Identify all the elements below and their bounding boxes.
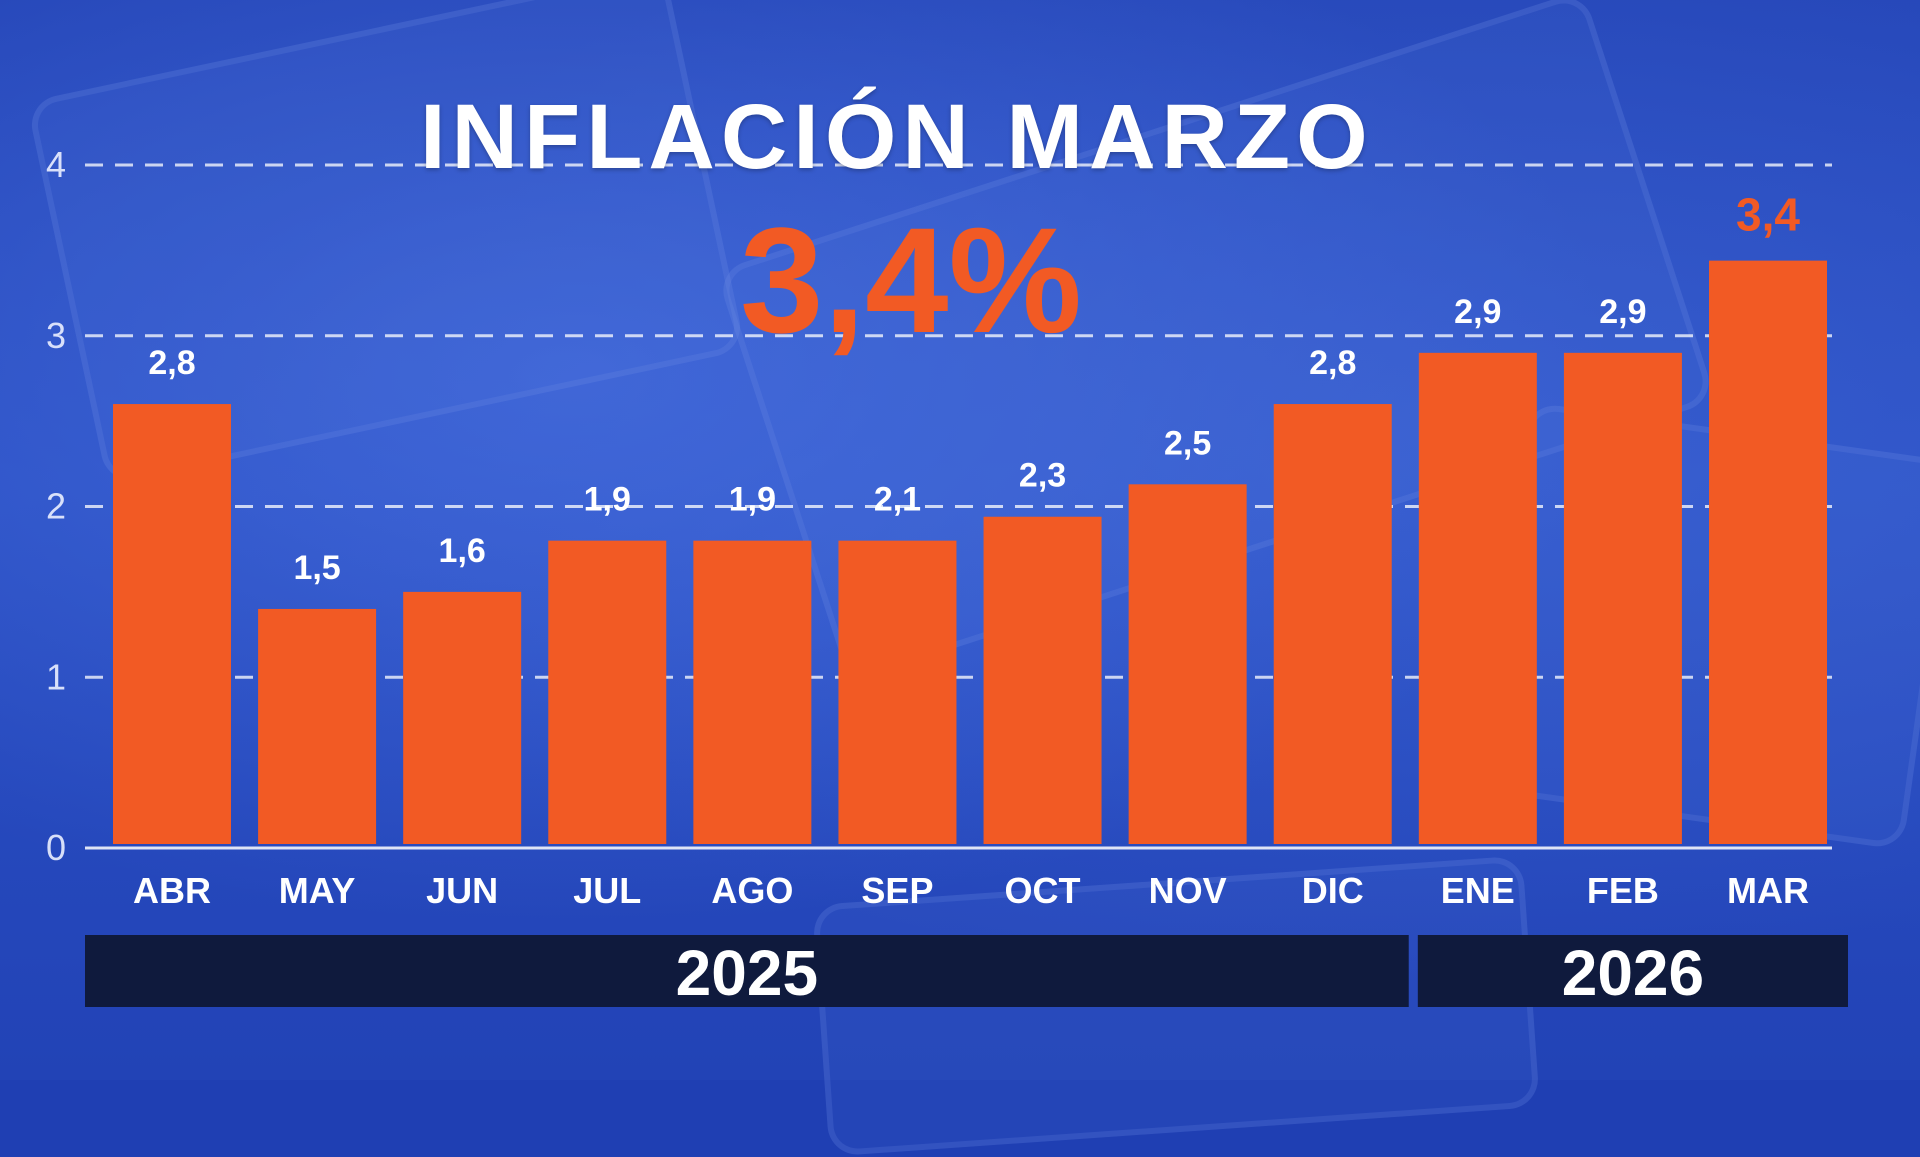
year-band-2025: [85, 935, 1409, 1007]
category-label: NOV: [1149, 870, 1227, 911]
bar-chart: 0 1 2 3 4 2,8 1,5 1,6 1,9 1,9 2,1 2,3 2,5 2,8 2,9 2,9 3…: [46, 144, 1848, 1009]
category-label: DIC: [1302, 870, 1364, 911]
y-tick-label: 4: [46, 144, 66, 185]
category-label: JUN: [426, 870, 498, 911]
bar-abr: [113, 404, 231, 844]
year-label: 2025: [676, 937, 818, 1009]
category-label: MAR: [1727, 870, 1809, 911]
value-label: 2,9: [1454, 293, 1501, 331]
bar-dic: [1273, 404, 1392, 844]
value-label: 2,1: [874, 481, 921, 519]
category-label: FEB: [1587, 870, 1659, 911]
year-band-2026: [1417, 935, 1848, 1007]
year-label: 2026: [1562, 937, 1704, 1009]
x-axis-categories: ABR MAY JUN JUL AGO SEP OCT NOV DIC ENE FEB MAR: [133, 870, 1809, 911]
chart-title: INFLACIÓN MARZO: [420, 86, 1374, 188]
gridlines: [85, 163, 1832, 850]
category-label: ABR: [133, 870, 211, 911]
y-tick-label: 1: [46, 656, 66, 697]
bar-oct: [983, 516, 1102, 844]
bar-ene: [1418, 352, 1537, 844]
value-label: 1,9: [729, 481, 776, 519]
bar-mar: [1709, 260, 1827, 844]
category-label: MAY: [279, 870, 356, 911]
headline-value: 3,4%: [740, 196, 1082, 364]
y-tick-label: 2: [46, 486, 66, 527]
bar-sep: [838, 540, 957, 844]
bars: [113, 260, 1827, 844]
bar-nov: [1128, 484, 1247, 844]
value-labels: 2,8 1,5 1,6 1,9 1,9 2,1 2,3 2,5 2,8 2,9 2,9 3,4: [148, 189, 1800, 587]
value-label: 2,9: [1599, 293, 1646, 331]
y-tick-label: 3: [46, 315, 66, 356]
year-bands: 2025 2026: [85, 935, 1848, 1009]
category-label: SEP: [861, 870, 933, 911]
y-axis-ticks: 0 1 2 3 4: [46, 144, 66, 868]
category-label: AGO: [711, 870, 793, 911]
value-label: 2,5: [1164, 424, 1211, 462]
bar-jul: [548, 540, 667, 844]
y-tick-label: 0: [46, 827, 66, 868]
category-label: ENE: [1441, 870, 1515, 911]
bar-may: [258, 608, 377, 844]
value-label: 2,3: [1019, 457, 1066, 495]
bar-ago: [693, 540, 812, 844]
value-label: 1,9: [584, 481, 631, 519]
value-label: 1,5: [293, 549, 340, 587]
value-label: 2,8: [148, 344, 195, 382]
category-label: JUL: [573, 870, 641, 911]
value-label: 1,6: [439, 532, 486, 570]
category-label: OCT: [1005, 870, 1081, 911]
bar-feb: [1563, 352, 1682, 844]
value-label: 2,8: [1309, 344, 1356, 382]
bar-jun: [403, 591, 522, 844]
value-label: 3,4: [1736, 189, 1800, 241]
